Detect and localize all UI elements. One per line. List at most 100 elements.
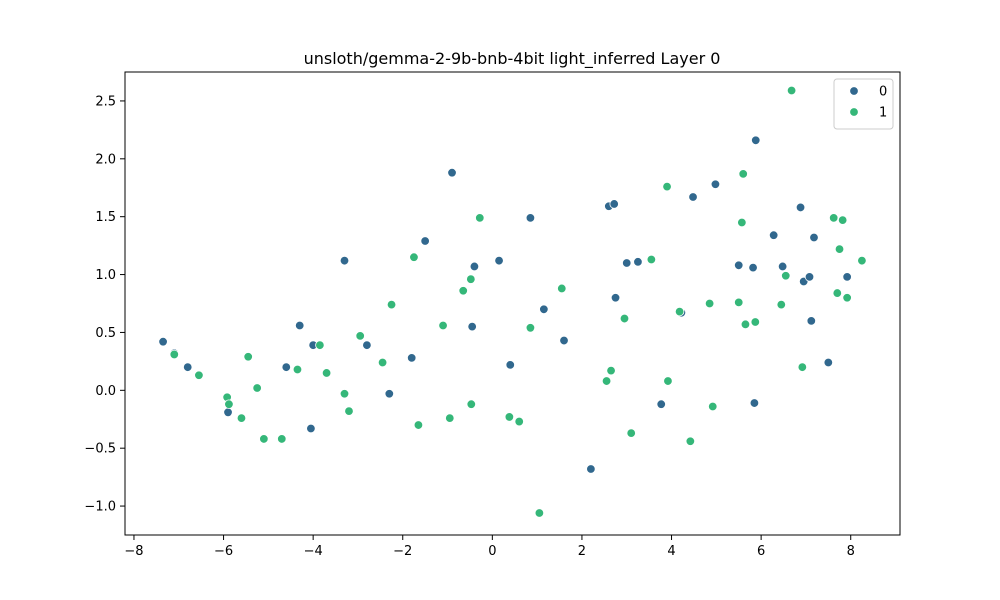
data-points: [158, 85, 867, 518]
x-tick-label: −4: [304, 544, 323, 559]
x-tick-label: −8: [124, 544, 143, 559]
data-point-series-0: [768, 230, 779, 240]
data-point-series-0: [281, 362, 291, 372]
data-point-series-0: [223, 407, 233, 418]
y-tick-label: 2.0: [95, 152, 116, 167]
data-point-series-1: [315, 340, 325, 350]
y-tick-label: 2.5: [95, 94, 116, 109]
data-point-series-0: [295, 320, 305, 331]
data-point-series-1: [674, 306, 685, 317]
y-axis: −1.0 −0.5 0.0 0.5 1.0 1.5 2.0 2.5: [84, 94, 125, 515]
data-point-series-1: [857, 255, 867, 266]
data-point-series-0: [710, 179, 721, 189]
data-point-series-1: [236, 413, 247, 423]
y-tick-label: 1.0: [95, 268, 116, 283]
data-point-series-0: [339, 255, 350, 266]
data-point-series-1: [797, 362, 808, 372]
legend: 01: [833, 78, 894, 130]
data-point-series-1: [355, 331, 365, 341]
data-point-series-0: [362, 340, 372, 350]
data-point-series-0: [751, 135, 761, 145]
data-point-series-1: [339, 389, 350, 399]
data-point-series-0: [609, 199, 619, 209]
data-point-series-0: [467, 321, 477, 332]
data-point-series-1: [626, 428, 636, 438]
data-point-series-1: [377, 357, 388, 368]
data-point-series-1: [776, 299, 786, 310]
data-point-series-0: [447, 168, 457, 178]
data-point-series-1: [475, 213, 485, 223]
data-point-series-1: [619, 313, 630, 324]
data-point-series-0: [656, 399, 666, 409]
data-point-series-1: [606, 365, 616, 376]
data-point-series-1: [194, 370, 204, 380]
data-point-series-0: [610, 293, 621, 303]
data-point-series-1: [438, 320, 448, 331]
data-point-series-1: [466, 274, 476, 284]
data-point-series-0: [407, 353, 417, 363]
data-point-series-1: [828, 213, 839, 223]
data-point-series-1: [413, 420, 424, 430]
data-point-series-0: [804, 272, 815, 282]
x-tick-label: 4: [667, 544, 675, 559]
data-point-series-1: [409, 252, 419, 262]
data-point-series-0: [469, 261, 480, 272]
data-point-series-1: [386, 299, 397, 310]
data-point-series-1: [786, 85, 797, 96]
data-point-series-1: [557, 283, 567, 294]
data-point-series-0: [306, 423, 316, 434]
data-point-series-0: [559, 335, 569, 346]
legend-marker: [849, 107, 859, 117]
data-point-series-1: [525, 323, 536, 333]
data-point-series-1: [601, 376, 612, 386]
data-point-series-0: [539, 304, 549, 314]
data-point-series-0: [384, 389, 395, 399]
data-point-series-1: [466, 399, 476, 409]
data-point-series-0: [525, 213, 536, 223]
data-point-series-1: [734, 297, 744, 308]
data-point-series-0: [748, 262, 758, 273]
data-point-series-1: [740, 319, 751, 330]
x-tick-label: −2: [393, 544, 412, 559]
data-point-series-1: [504, 412, 515, 422]
data-point-series-1: [738, 169, 748, 179]
data-point-series-1: [243, 352, 253, 362]
data-point-series-1: [663, 376, 673, 386]
data-point-series-1: [842, 293, 852, 303]
x-tick-label: 0: [488, 544, 496, 559]
data-point-series-1: [662, 181, 672, 192]
x-tick-label: 2: [578, 544, 586, 559]
data-point-series-1: [708, 401, 718, 412]
data-point-series-1: [277, 434, 287, 444]
legend-label: 1: [879, 106, 887, 121]
data-point-series-0: [494, 255, 504, 266]
data-point-series-0: [158, 336, 168, 347]
data-point-series-1: [514, 416, 524, 427]
y-tick-label: 0.0: [95, 384, 116, 399]
legend-marker: [849, 86, 859, 96]
x-tick-label: 8: [847, 544, 855, 559]
data-point-series-1: [259, 434, 269, 444]
data-point-series-1: [837, 215, 848, 225]
data-point-series-0: [809, 232, 819, 243]
data-point-series-1: [704, 298, 715, 309]
data-point-series-1: [737, 217, 747, 228]
data-point-series-0: [688, 192, 698, 202]
y-tick-label: −1.0: [84, 500, 116, 515]
data-point-series-1: [169, 349, 179, 360]
data-point-series-0: [806, 316, 817, 326]
chart-title: unsloth/gemma-2-9b-bnb-4bit light_inferr…: [304, 49, 721, 69]
data-point-series-0: [734, 260, 744, 271]
data-point-series-1: [781, 271, 791, 281]
y-tick-label: 0.5: [95, 326, 116, 341]
x-axis: −8 −6 −4 −2 0 2 4 6 8: [124, 535, 855, 559]
x-tick-label: −6: [214, 544, 233, 559]
data-point-series-1: [646, 254, 657, 265]
data-point-series-1: [344, 406, 354, 416]
data-point-series-1: [321, 368, 332, 378]
data-point-series-0: [795, 202, 806, 213]
y-tick-label: 1.5: [95, 210, 116, 225]
data-point-series-0: [823, 357, 834, 368]
data-point-series-0: [622, 258, 632, 268]
data-point-series-0: [749, 398, 760, 408]
